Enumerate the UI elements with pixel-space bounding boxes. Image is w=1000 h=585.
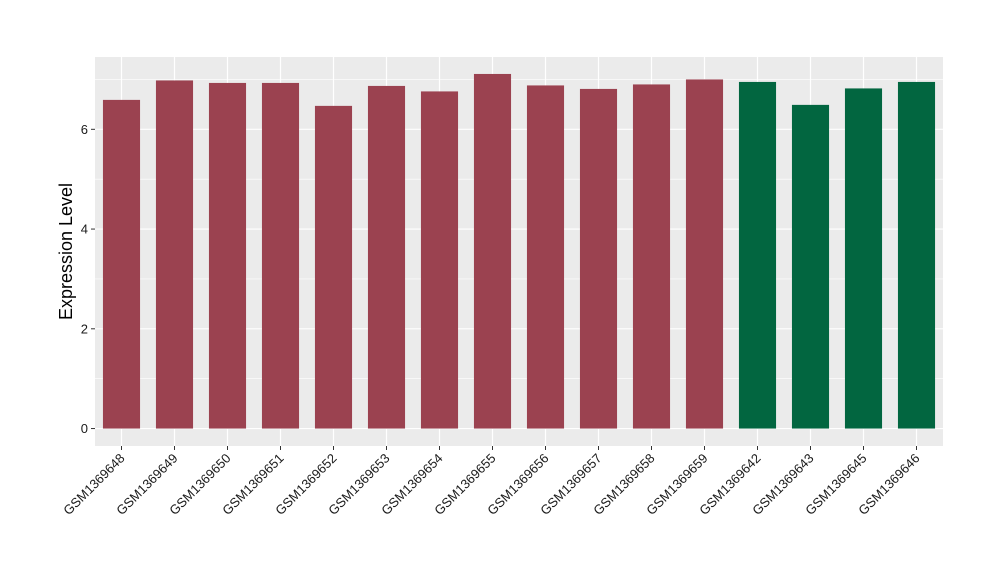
y-tick-label: 0	[81, 421, 88, 436]
bar	[155, 80, 194, 429]
bar	[367, 85, 406, 429]
bar	[420, 91, 459, 429]
bar	[314, 105, 353, 429]
bar	[473, 73, 512, 429]
y-tick-label: 4	[81, 222, 88, 237]
bar	[685, 79, 724, 429]
y-tick-label: 6	[81, 122, 88, 137]
y-axis-title: Expression Level	[56, 183, 76, 320]
bar	[261, 82, 300, 429]
bar	[102, 99, 141, 429]
bar	[208, 82, 247, 429]
bar	[579, 88, 618, 429]
bar	[791, 104, 830, 429]
y-tick-label: 2	[81, 321, 88, 336]
bar	[738, 81, 777, 429]
bar	[526, 85, 565, 429]
bars	[102, 73, 936, 429]
bar	[844, 88, 883, 429]
bar	[632, 84, 671, 429]
bar	[897, 81, 936, 429]
